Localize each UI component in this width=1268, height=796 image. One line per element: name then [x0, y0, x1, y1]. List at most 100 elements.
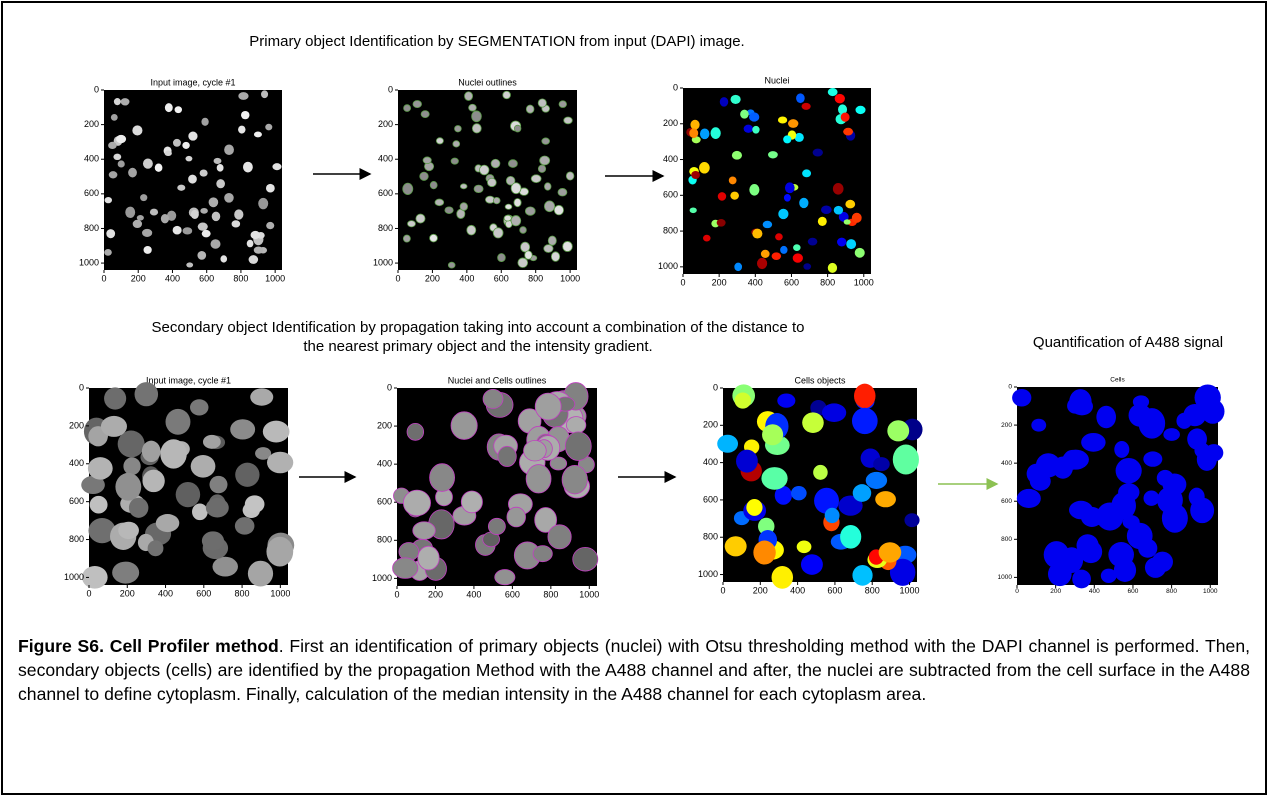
- blob: [235, 463, 259, 487]
- y-tick-label: 200: [69, 420, 84, 430]
- blob: [763, 221, 772, 228]
- blob: [135, 382, 159, 406]
- blob: [263, 421, 290, 443]
- blob: [129, 498, 148, 518]
- blob: [420, 172, 429, 180]
- blob: [1063, 450, 1081, 470]
- blob: [487, 178, 496, 186]
- blob: [214, 158, 222, 164]
- blob: [472, 111, 482, 122]
- blob: [785, 182, 795, 193]
- blob: [565, 432, 591, 461]
- blob: [200, 208, 208, 214]
- blob: [1114, 558, 1136, 582]
- blob: [525, 251, 532, 259]
- page: Primary object Identification by SEGMENT…: [0, 0, 1268, 796]
- blob: [761, 250, 770, 258]
- blob: [128, 168, 137, 178]
- blob: [514, 125, 521, 132]
- blob: [133, 220, 142, 228]
- blob: [835, 94, 845, 103]
- blob: [768, 151, 778, 158]
- blob: [1162, 473, 1186, 495]
- blob: [142, 470, 164, 493]
- x-tick-label: 1000: [854, 277, 874, 287]
- blob: [551, 252, 559, 262]
- blob: [729, 176, 737, 184]
- blob: [235, 517, 255, 535]
- blob: [104, 387, 126, 409]
- blob: [852, 565, 872, 586]
- blob: [265, 124, 272, 131]
- x-tick-label: 1000: [560, 273, 580, 283]
- blob: [730, 192, 739, 200]
- y-tick-label: 0: [94, 84, 99, 94]
- x-tick-label: 1000: [270, 588, 290, 598]
- blob: [200, 169, 208, 176]
- blob: [436, 138, 443, 144]
- blob: [775, 233, 783, 240]
- blob: [772, 252, 781, 260]
- blob: [1152, 552, 1173, 573]
- x-tick-label: 800: [235, 588, 250, 598]
- blob: [175, 106, 182, 113]
- y-tick-label: 600: [703, 494, 718, 504]
- blob: [1101, 569, 1117, 583]
- blob: [203, 435, 221, 449]
- blob: [542, 138, 550, 144]
- blob: [142, 229, 152, 237]
- blob: [118, 522, 139, 539]
- blob: [852, 213, 862, 223]
- blob: [544, 183, 551, 190]
- blob: [474, 185, 483, 192]
- blob: [156, 514, 179, 532]
- blob: [88, 457, 113, 479]
- blob: [245, 495, 265, 513]
- blob: [802, 169, 811, 177]
- blob: [216, 179, 225, 188]
- blob: [460, 184, 467, 189]
- blob: [416, 214, 425, 223]
- y-tick-label: 800: [377, 535, 392, 545]
- blob: [266, 184, 275, 193]
- blob: [493, 228, 503, 238]
- blob: [1138, 539, 1157, 558]
- blob: [535, 393, 561, 420]
- blob: [191, 455, 216, 478]
- blob: [108, 142, 117, 149]
- blob: [491, 159, 500, 168]
- y-tick-label: 0: [79, 382, 84, 392]
- blob: [559, 101, 567, 108]
- y-tick-label: 400: [703, 457, 718, 467]
- blob: [841, 113, 850, 122]
- x-tick-label: 200: [712, 277, 727, 287]
- blob: [855, 106, 865, 114]
- blob: [1081, 433, 1105, 452]
- blob: [720, 97, 728, 106]
- blob: [467, 225, 476, 235]
- blob: [904, 513, 919, 527]
- blob: [413, 522, 436, 540]
- blob: [182, 142, 190, 149]
- blob: [783, 135, 791, 143]
- blob: [112, 562, 139, 584]
- blob: [267, 452, 293, 474]
- blob: [448, 262, 455, 268]
- blob: [788, 119, 798, 128]
- blob: [206, 498, 229, 517]
- y-tick-label: 1000: [373, 257, 393, 267]
- blob: [121, 98, 130, 105]
- blob: [165, 151, 172, 156]
- panel-title: Nuclei: [764, 75, 789, 85]
- blob: [455, 126, 462, 132]
- blob: [197, 251, 206, 260]
- blob: [125, 207, 135, 218]
- blob: [531, 175, 541, 183]
- blob: [1017, 489, 1041, 508]
- blob: [250, 388, 273, 405]
- blob: [82, 566, 108, 589]
- x-tick-label: 800: [865, 585, 880, 595]
- blob: [212, 212, 221, 221]
- blob: [703, 235, 710, 242]
- y-tick-label: 200: [703, 420, 718, 430]
